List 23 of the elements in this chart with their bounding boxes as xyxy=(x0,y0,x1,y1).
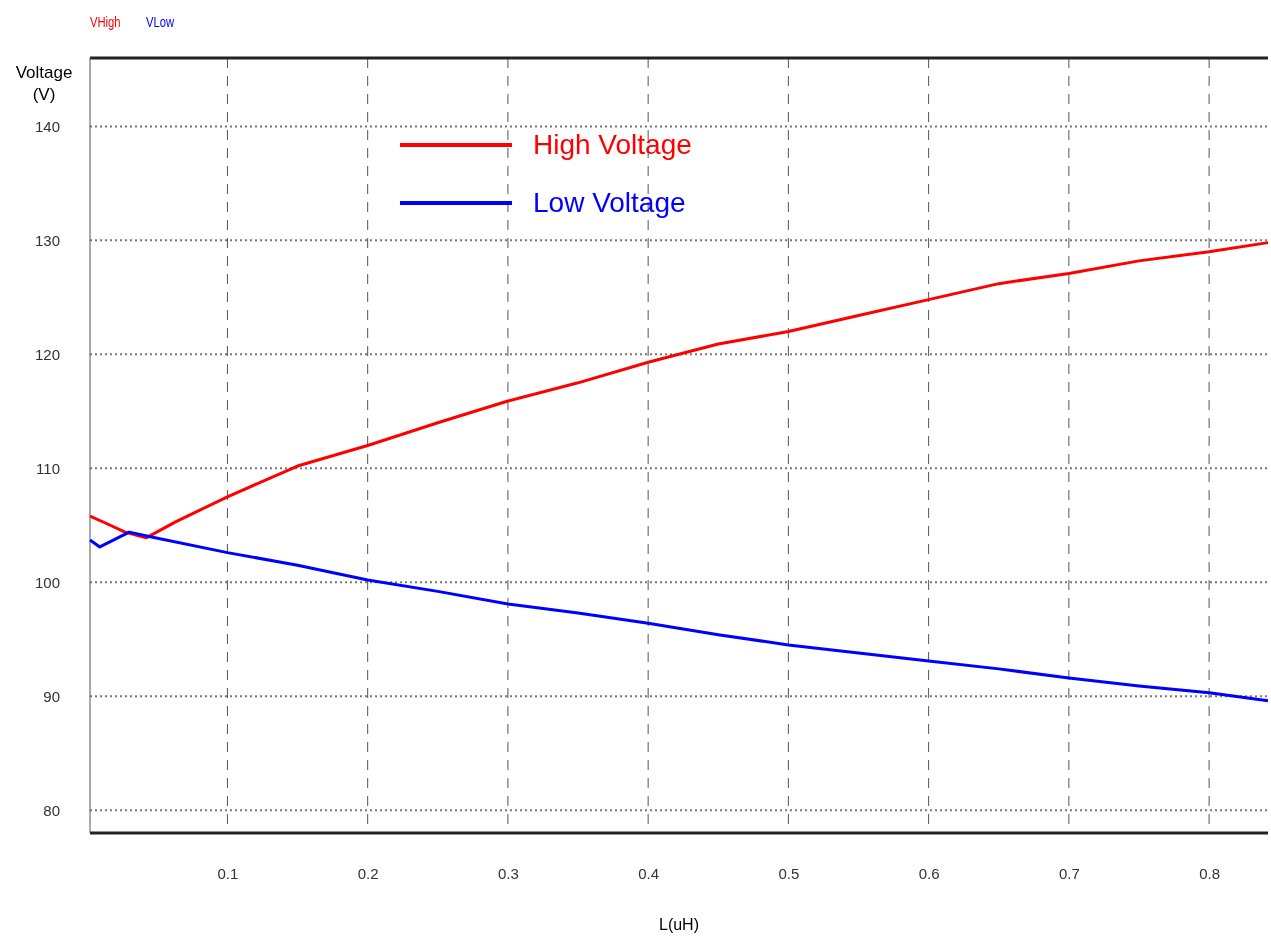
x-tick-label: 0.5 xyxy=(778,864,800,882)
x-tick-label: 0.1 xyxy=(217,864,239,882)
text: VLow xyxy=(146,13,175,31)
y-tick-label: 110 xyxy=(36,459,60,477)
y-tick-label: 80 xyxy=(43,801,60,819)
legend-label: Low Voltage xyxy=(533,187,686,218)
legend-label: High Voltage xyxy=(533,129,692,160)
x-tick-label: 0.7 xyxy=(1058,864,1080,882)
x-tick-label: 0.4 xyxy=(638,864,660,882)
x-axis-title: L(uH) xyxy=(658,916,700,933)
x-tick-label: 0.2 xyxy=(357,864,379,882)
line-series xyxy=(88,241,1270,540)
y-tick-label: 90 xyxy=(43,687,60,705)
y-tick-label: 100 xyxy=(34,573,60,591)
y-axis-title: Voltage (V) xyxy=(15,63,73,104)
text: VHigh xyxy=(90,13,121,31)
y-tick-label: 130 xyxy=(34,231,60,249)
x-tick-label: 0.6 xyxy=(918,864,940,882)
x-tick-label: 0.3 xyxy=(497,864,519,882)
x-tick-label: 0.8 xyxy=(1199,864,1221,882)
line-series xyxy=(88,530,1270,703)
y-tick-label: 140 xyxy=(34,117,60,135)
y-tick-label: 120 xyxy=(34,345,60,363)
